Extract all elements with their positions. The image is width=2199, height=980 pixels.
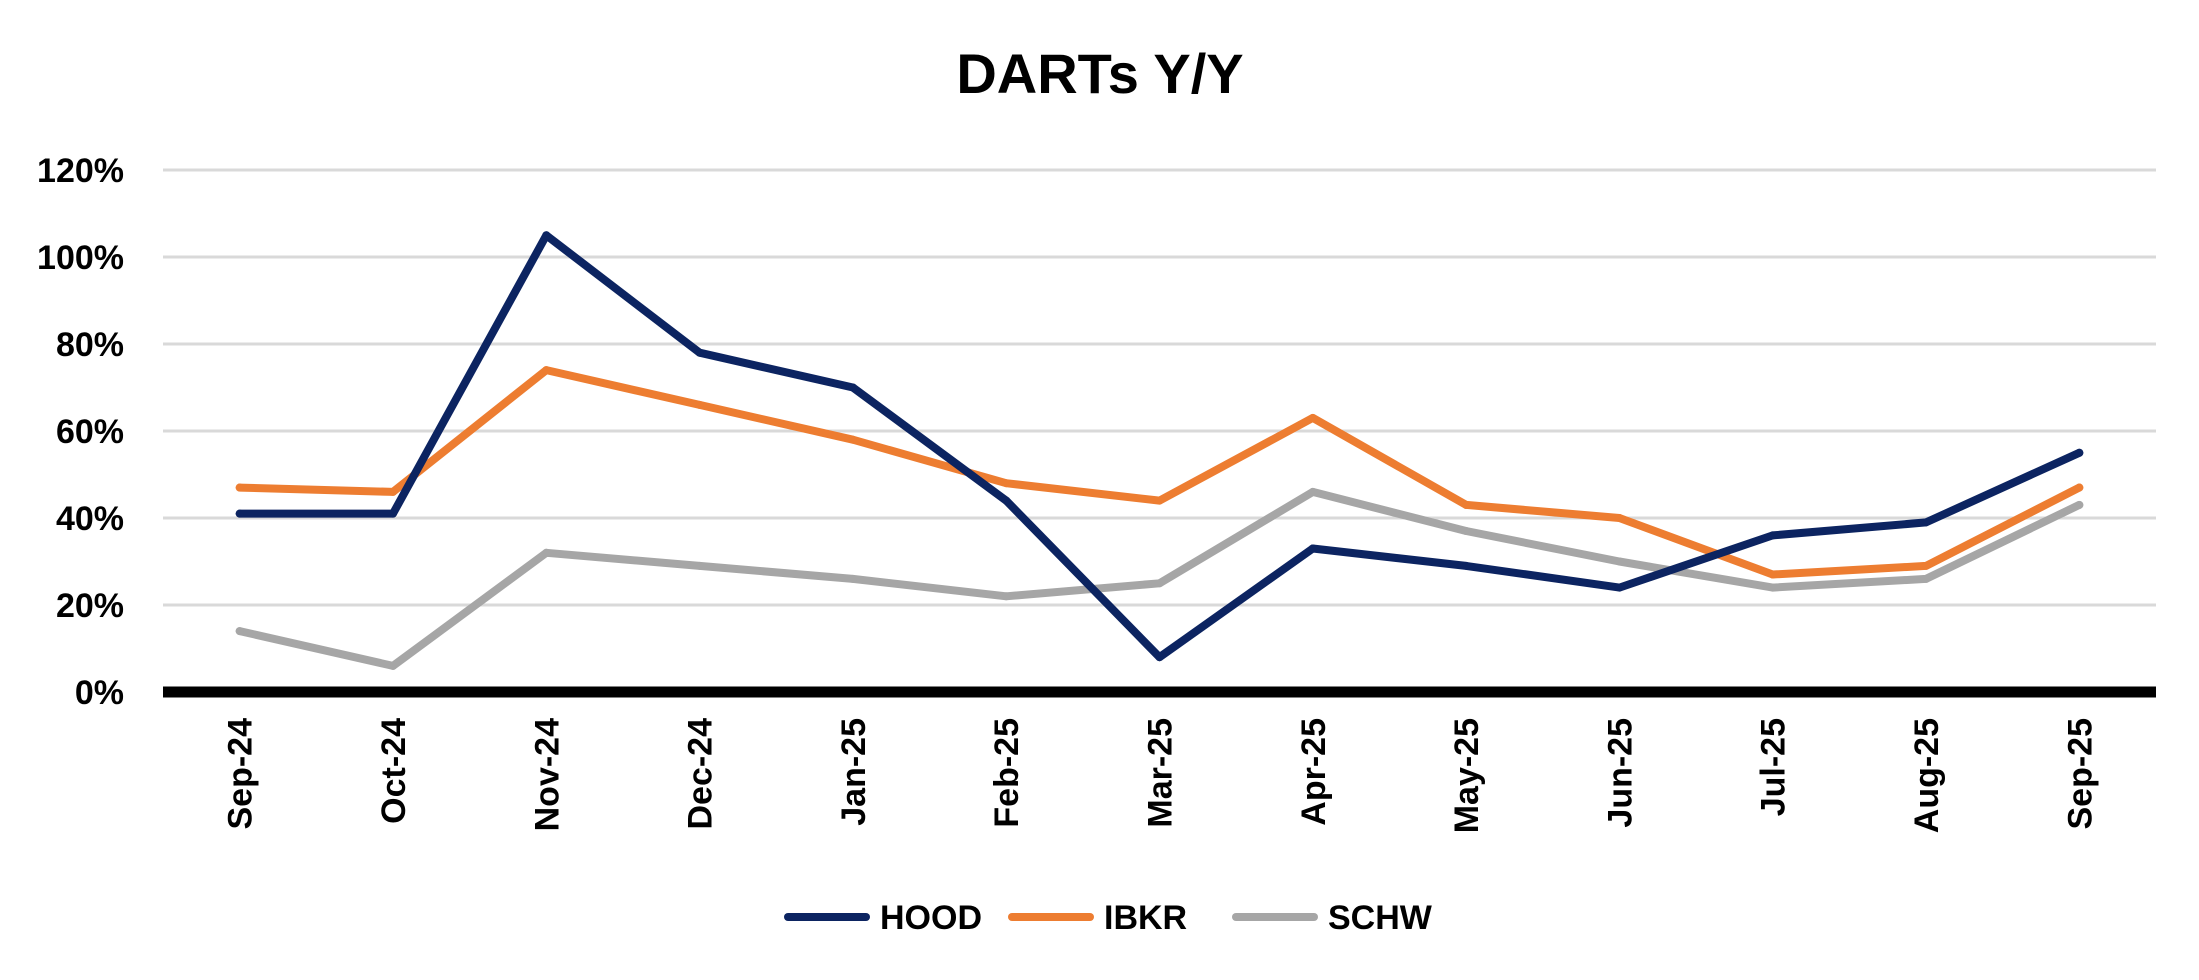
data-point-ibkr	[1002, 479, 1011, 488]
data-point-hood	[1462, 561, 1471, 570]
data-point-ibkr	[388, 487, 397, 496]
chart-title: DARTs Y/Y	[956, 42, 1243, 105]
axes: 0% 20% 40% 60% 80% 100% 120% Sep-24 Oct-24 Nov-24…	[37, 152, 2156, 833]
x-tick-label: Oct-24	[375, 718, 413, 824]
data-point-ibkr	[1155, 496, 1164, 505]
legend-item-ibkr: IBKR	[1008, 899, 1187, 937]
legend-item-schw: SCHW	[1232, 899, 1433, 937]
data-point-schw	[2075, 500, 2084, 509]
data-point-hood	[1615, 583, 1624, 592]
x-tick-label: Jul-25	[1755, 718, 1793, 816]
x-tick-label: Feb-25	[988, 718, 1026, 828]
legend-label: HOOD	[880, 899, 982, 937]
data-point-schw	[542, 548, 551, 557]
data-point-schw	[695, 561, 704, 570]
data-point-hood	[1308, 544, 1317, 553]
legend-item-hood: HOOD	[784, 899, 982, 937]
data-point-hood	[2075, 448, 2084, 457]
data-point-schw	[1462, 527, 1471, 536]
data-point-schw	[1002, 592, 1011, 601]
data-point-hood	[235, 509, 244, 518]
data-point-ibkr	[1922, 561, 1931, 570]
x-tick-label: Jun-25	[1601, 718, 1639, 828]
x-tick-label: Sep-24	[222, 718, 260, 830]
y-tick-label: 120%	[37, 152, 124, 190]
data-point-hood	[1155, 653, 1164, 662]
x-tick-label: Sep-25	[2061, 718, 2099, 830]
data-point-schw	[1615, 557, 1624, 566]
data-point-hood	[1768, 531, 1777, 540]
data-point-ibkr	[542, 366, 551, 375]
x-tick-label: Mar-25	[1142, 718, 1180, 828]
data-point-hood	[695, 348, 704, 357]
data-point-hood	[388, 509, 397, 518]
x-tick-label: Apr-25	[1295, 718, 1333, 826]
data-point-schw	[848, 574, 857, 583]
data-point-hood	[542, 231, 551, 240]
series-lines	[235, 231, 2084, 670]
x-tick-label: Dec-24	[682, 718, 720, 830]
y-tick-label: 100%	[37, 239, 124, 277]
data-point-schw	[1155, 579, 1164, 588]
y-tick-label: 0%	[75, 674, 124, 712]
y-tick-label: 80%	[56, 326, 124, 364]
data-point-ibkr	[1308, 413, 1317, 422]
x-tick-label: Jan-25	[835, 718, 873, 826]
data-point-hood	[1002, 496, 1011, 505]
data-point-schw	[388, 661, 397, 670]
data-point-ibkr	[1615, 514, 1624, 522]
x-tick-label: Nov-24	[528, 718, 566, 831]
data-point-ibkr	[1462, 500, 1471, 509]
data-point-schw	[1768, 583, 1777, 592]
y-tick-label: 20%	[56, 587, 124, 625]
data-point-ibkr	[2075, 483, 2084, 492]
data-point-hood	[848, 383, 857, 392]
series-line-ibkr	[235, 366, 2084, 579]
data-point-schw	[1922, 574, 1931, 583]
y-tick-label: 60%	[56, 413, 124, 451]
data-point-ibkr	[235, 483, 244, 492]
legend-label: SCHW	[1328, 899, 1433, 937]
gridlines	[163, 168, 2156, 607]
y-tick-label: 40%	[56, 500, 124, 538]
x-tick-label: May-25	[1448, 718, 1486, 833]
data-point-schw	[235, 627, 244, 636]
data-point-ibkr	[1768, 570, 1777, 579]
data-point-schw	[1308, 487, 1317, 496]
series-line-hood	[235, 231, 2084, 662]
legend-label: IBKR	[1104, 899, 1187, 937]
data-point-ibkr	[848, 435, 857, 444]
legend: HOOD IBKR SCHW	[784, 899, 1433, 937]
x-tick-label: Aug-25	[1908, 718, 1946, 833]
data-point-hood	[1922, 518, 1931, 527]
data-point-ibkr	[695, 400, 704, 409]
